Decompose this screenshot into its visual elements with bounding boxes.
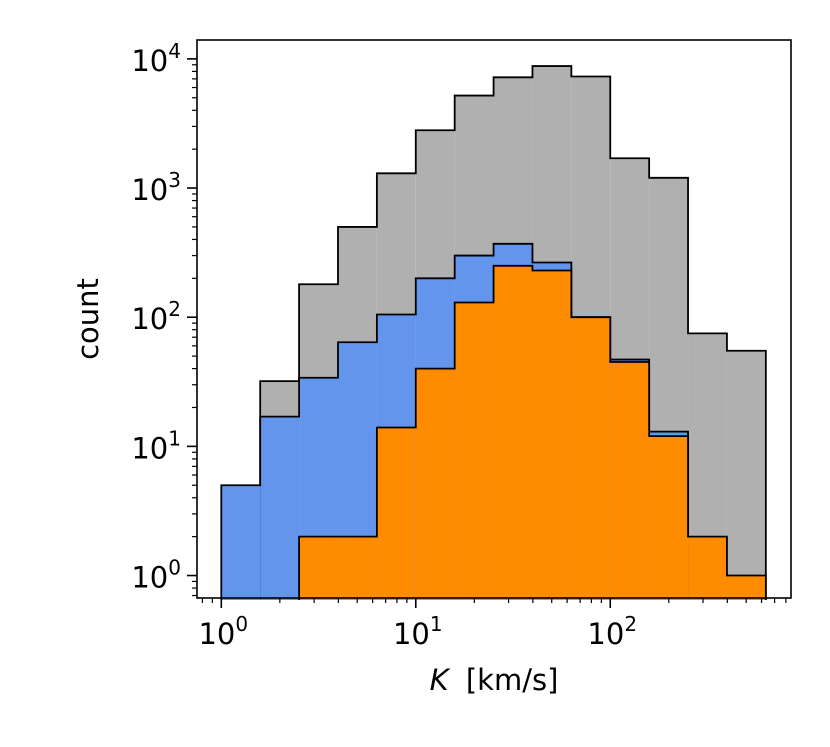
x-tick-label: 102: [587, 612, 637, 651]
y-tick-label: 104: [131, 39, 181, 78]
y-tick-label: 100: [131, 556, 181, 595]
bar-2-4: [376, 427, 416, 600]
tick-label-base: 10: [131, 431, 168, 465]
tick-label-base: 10: [198, 617, 235, 651]
bar-2-3: [337, 536, 377, 600]
outline-0: [259, 65, 767, 600]
histogram-series: [220, 65, 767, 601]
tick-label-base: 10: [393, 617, 430, 651]
x-tick-label: 101: [393, 612, 443, 651]
tick-label-exponent: 1: [430, 612, 443, 636]
bar-1-0: [221, 485, 261, 600]
tick-label-base: 10: [131, 173, 168, 207]
tick-label-exponent: 0: [168, 556, 181, 580]
tick-label-exponent: 4: [168, 39, 181, 63]
bar-2-10: [610, 361, 650, 600]
bar-2-2: [299, 536, 338, 600]
bar-2-11: [649, 436, 689, 600]
y-axis-label: count: [71, 278, 105, 360]
tick-label-base: 10: [587, 617, 624, 651]
tick-label-exponent: 3: [168, 168, 181, 192]
bar-2-6: [454, 302, 494, 600]
series-2: [298, 264, 767, 600]
x-axis-label: K [km/s]: [430, 663, 559, 697]
bar-2-13: [726, 575, 766, 600]
tick-label-exponent: 0: [235, 612, 248, 636]
bar-2-5: [415, 368, 455, 600]
bar-2-9: [571, 317, 611, 600]
x-axis-unit: [km/s]: [466, 663, 559, 697]
outline-2: [298, 264, 767, 600]
y-tick-label: 101: [131, 426, 181, 465]
tick-label-base: 10: [131, 302, 168, 336]
plot-frame: [196, 39, 792, 599]
tick-label-exponent: 1: [168, 426, 181, 450]
x-tick-label: 100: [198, 612, 248, 651]
y-tick-label: 102: [131, 297, 181, 336]
tick-label-exponent: 2: [168, 297, 181, 321]
bar-1-1: [260, 416, 300, 600]
bar-2-12: [688, 536, 727, 600]
y-tick-label: 103: [131, 168, 181, 207]
tick-label-base: 10: [131, 44, 168, 78]
bar-0-13: [726, 350, 766, 600]
bar-2-8: [532, 270, 572, 600]
x-axis-symbol: K: [430, 663, 451, 697]
bar-2-7: [493, 265, 533, 600]
tick-label-base: 10: [131, 561, 168, 595]
tick-label-exponent: 2: [624, 612, 637, 636]
axis-ticks: [187, 58, 787, 608]
